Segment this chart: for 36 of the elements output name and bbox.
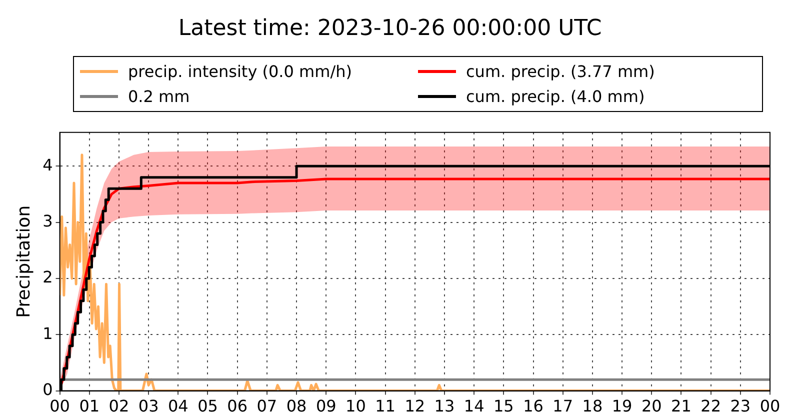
y-tick-label: 3 [42, 211, 53, 230]
x-tick-label: 05 [198, 396, 218, 416]
x-tick-label: 12 [404, 396, 426, 416]
x-tick-label: 06 [227, 396, 248, 416]
x-tick-label: 23 [730, 396, 751, 416]
x-tick-label: 16 [523, 396, 544, 416]
y-tick-label: 1 [42, 324, 53, 343]
x-tick-label: 14 [464, 396, 484, 416]
chart-title: Latest time: 2023-10-26 00:00:00 UTC [178, 16, 602, 41]
x-tick-label: 03 [138, 396, 159, 416]
legend-label: cum. precip. (4.0 mm) [466, 87, 645, 106]
y-tick-label: 4 [42, 155, 53, 174]
x-tick-label: 19 [612, 396, 632, 416]
x-tick-label: 00 [760, 396, 780, 416]
x-tick-label: 01 [79, 396, 100, 416]
legend-label: 0.2 mm [128, 87, 190, 106]
y-tick-label: 2 [42, 268, 53, 287]
x-tick-label: 10 [346, 396, 366, 416]
x-tick-label: 17 [552, 396, 574, 416]
x-tick-label: 20 [641, 396, 662, 416]
x-tick-label: 08 [286, 396, 307, 416]
x-tick-label: 07 [256, 396, 278, 416]
x-tick-label: 11 [375, 396, 396, 416]
x-tick-label: 00 [50, 396, 70, 416]
x-tick-label: 18 [582, 396, 603, 416]
x-tick-label: 02 [108, 396, 130, 416]
x-tick-label: 22 [700, 396, 721, 416]
x-tick-label: 13 [434, 396, 455, 416]
x-tick-label: 21 [671, 396, 692, 416]
x-tick-label: 04 [168, 396, 188, 416]
y-axis-title: Precipitation [13, 205, 34, 318]
x-tick-label: 09 [316, 396, 336, 416]
legend-label: precip. intensity (0.0 mm/h) [128, 62, 352, 81]
y-tick-label: 0 [42, 380, 53, 399]
legend-label: cum. precip. (3.77 mm) [466, 62, 655, 81]
x-tick-label: 15 [493, 396, 514, 416]
